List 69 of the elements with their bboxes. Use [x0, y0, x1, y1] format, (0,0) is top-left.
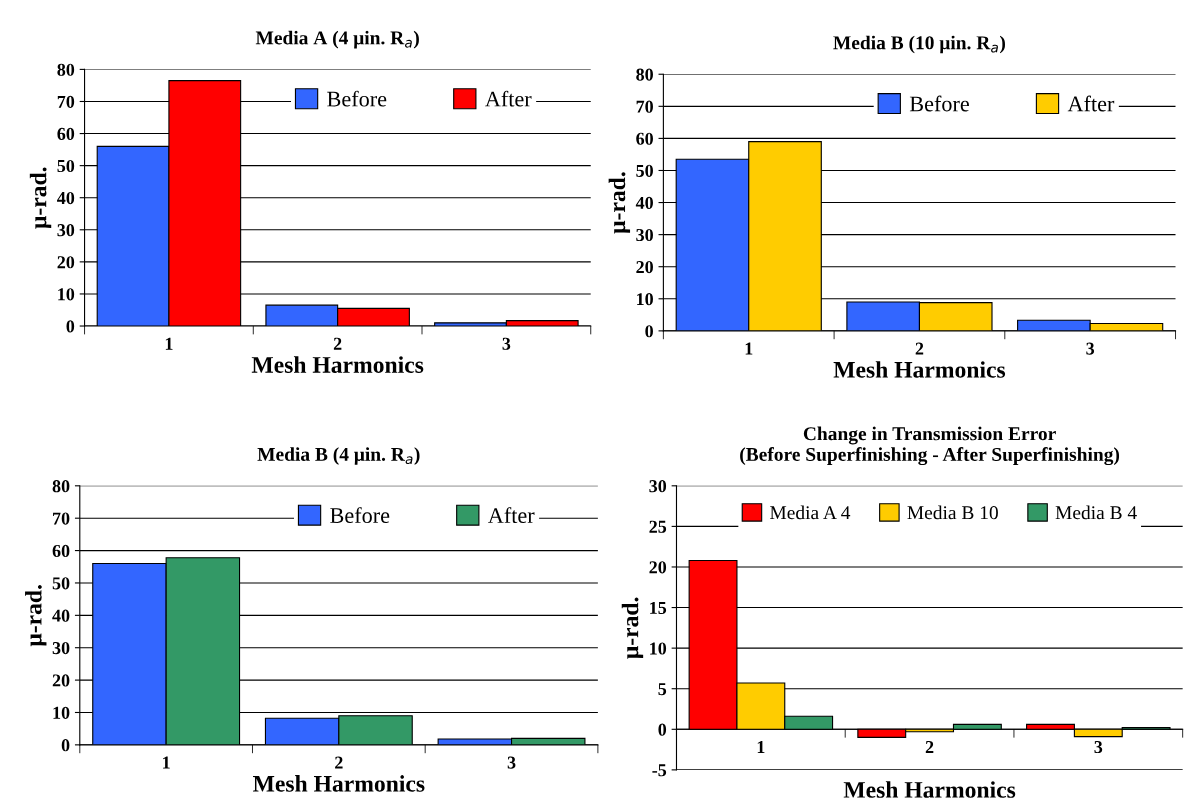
legend-label: Media B 4	[1055, 505, 1137, 520]
y-tick-label: 80	[636, 68, 653, 81]
y-tick-label: 60	[52, 544, 70, 558]
y-axis-title: μ-rad.	[608, 172, 631, 234]
chart-title: Media A (4 μin. R$_{a}$)	[255, 30, 419, 49]
y-tick-label: 40	[52, 609, 70, 622]
legend-label: Media A 4	[770, 505, 851, 520]
y-tick-label: 50	[636, 164, 653, 177]
chart-title: Change in Transmission Error	[803, 426, 1056, 445]
y-tick-label: 10	[650, 642, 667, 655]
chart-title: Media B (10 μin. R$_{a}$)	[833, 35, 1005, 54]
y-tick-label: 50	[52, 577, 70, 590]
legend-label: Before	[330, 507, 390, 524]
y-axis-title: μ-rad.	[29, 167, 52, 229]
x-tick-label: 1	[757, 741, 765, 753]
x-tick-label: 2	[335, 756, 343, 769]
y-tick-label: 30	[636, 228, 653, 242]
legend-label: After	[485, 90, 532, 107]
x-tick-label: 3	[502, 337, 511, 350]
y-tick-label: 80	[52, 480, 70, 493]
x-tick-label: 1	[163, 756, 170, 769]
x-tick-label: 2	[915, 342, 924, 355]
y-tick-label: 15	[650, 601, 667, 614]
y-tick-label: 70	[636, 100, 653, 113]
x-tick-label: 1	[745, 342, 753, 355]
x-axis-title: Mesh Harmonics	[833, 361, 1006, 378]
x-tick-label: 3	[1086, 342, 1095, 355]
y-tick-label: 20	[649, 561, 667, 574]
legend-label: Before	[909, 95, 969, 112]
y-tick-label: -5	[652, 764, 667, 777]
y-tick-label: 10	[53, 706, 70, 719]
chart-subtitle: (Before Superfinishing - After Superfinishing)	[740, 447, 1120, 466]
x-tick-label: 3	[1094, 740, 1103, 754]
y-tick-label: 30	[649, 480, 667, 493]
y-tick-label: 30	[57, 224, 75, 237]
y-tick-label: 0	[61, 739, 70, 752]
x-axis-title: Mesh Harmonics	[253, 775, 425, 792]
y-tick-label: 70	[57, 95, 75, 108]
y-tick-label: 80	[57, 63, 75, 76]
y-tick-label: 20	[636, 260, 653, 274]
y-tick-label: 5	[658, 683, 667, 696]
y-tick-label: 20	[52, 674, 70, 687]
x-tick-label: 1	[165, 337, 173, 350]
y-tick-label: 0	[66, 320, 75, 333]
y-tick-label: 20	[57, 256, 75, 269]
y-tick-label: 25	[649, 520, 667, 533]
y-tick-label: 50	[57, 159, 75, 173]
y-axis-title: μ-rad.	[621, 597, 644, 659]
legend-label: After	[488, 507, 535, 524]
chart-title: Media B (4 μin. R$_{a}$)	[257, 447, 420, 465]
y-tick-label: 60	[57, 127, 75, 140]
legend-label: After	[1067, 95, 1115, 112]
x-axis-title: Mesh Harmonics	[251, 356, 424, 373]
x-axis-title: Mesh Harmonics	[843, 781, 1016, 798]
y-tick-label: 60	[636, 132, 653, 145]
y-tick-label: 0	[645, 325, 653, 338]
y-axis-title: μ-rad.	[25, 585, 47, 647]
x-tick-label: 3	[507, 756, 516, 769]
y-tick-label: 40	[635, 196, 653, 209]
y-tick-label: 10	[58, 288, 75, 301]
legend-label: Before	[327, 90, 387, 107]
y-tick-label: 70	[53, 512, 70, 525]
x-tick-label: 2	[333, 337, 342, 350]
y-tick-label: 40	[57, 191, 75, 205]
legend-label: Media B 10	[907, 505, 998, 520]
y-tick-label: 30	[52, 641, 70, 655]
y-tick-label: 10	[637, 293, 653, 306]
y-tick-label: 0	[658, 723, 667, 736]
x-tick-label: 2	[925, 740, 934, 753]
